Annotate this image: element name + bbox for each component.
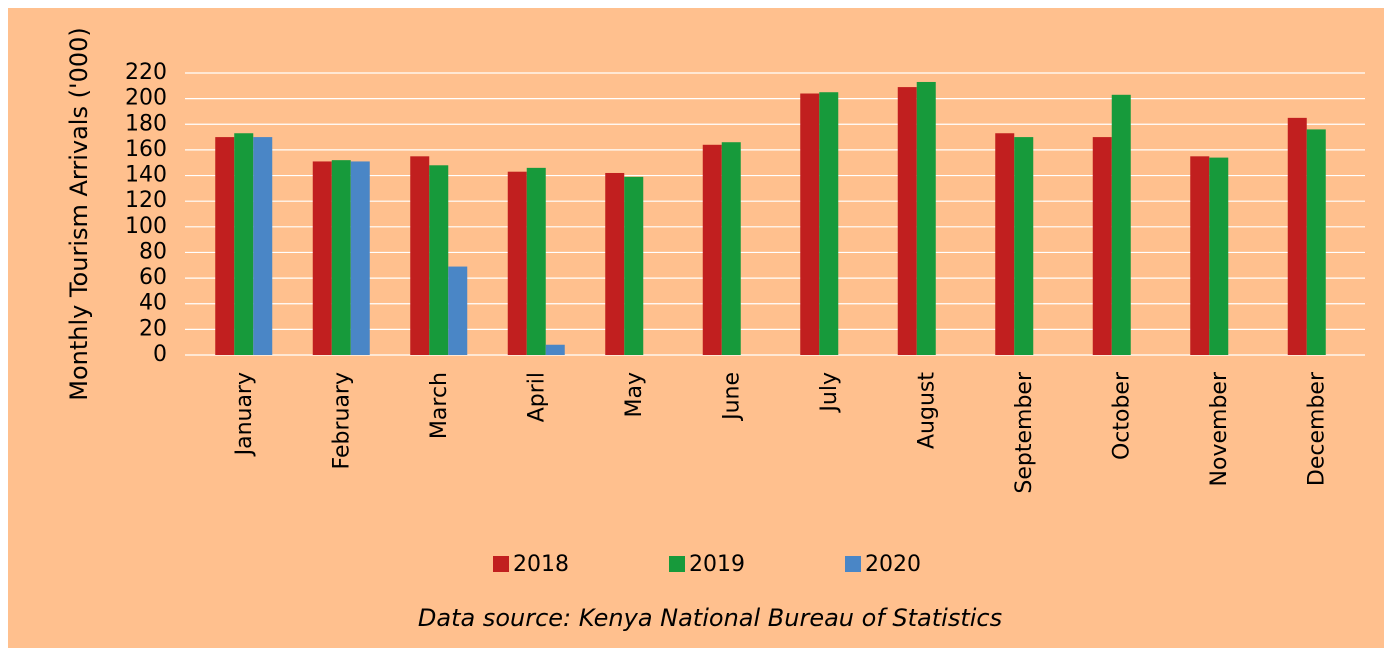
x-tick-label: September — [1012, 371, 1037, 494]
y-tick-label: 160 — [125, 137, 167, 162]
legend-swatch — [845, 556, 861, 572]
bar — [1190, 156, 1210, 355]
y-tick-label: 100 — [125, 214, 167, 239]
y-tick-label: 220 — [125, 60, 167, 85]
bar — [1111, 94, 1131, 356]
source-note: Data source: Kenya National Bureau of St… — [418, 604, 1002, 632]
legend-swatch — [669, 556, 685, 572]
x-tick-label: March — [427, 372, 452, 439]
bar — [215, 137, 235, 355]
bar — [1092, 137, 1112, 355]
bar — [1306, 129, 1326, 355]
x-tick-label: February — [329, 372, 354, 470]
bar — [995, 133, 1015, 355]
bar — [234, 133, 254, 355]
y-axis-label: Monthly Tourism Arrivals ('000) — [65, 27, 93, 401]
bar — [721, 142, 741, 355]
bar — [800, 93, 820, 355]
y-tick-label: 60 — [139, 265, 167, 290]
bar — [702, 144, 722, 355]
bar — [312, 161, 332, 355]
bar — [253, 137, 273, 355]
y-tick-label: 140 — [125, 163, 167, 188]
bar — [429, 165, 449, 355]
x-tick-label: November — [1207, 371, 1232, 486]
bar — [1287, 117, 1307, 355]
bar — [507, 171, 527, 355]
y-tick-label: 180 — [125, 111, 167, 136]
y-tick-label: 200 — [125, 86, 167, 111]
y-tick-label: 80 — [139, 239, 167, 264]
legend-label: 2019 — [689, 552, 745, 577]
legend-swatch — [493, 556, 509, 572]
bar — [350, 161, 370, 355]
x-tick-label: January — [232, 372, 257, 457]
x-tick-label: June — [719, 372, 744, 422]
y-tick-label: 0 — [153, 342, 167, 367]
y-tick-label: 120 — [125, 188, 167, 213]
bar — [624, 176, 644, 355]
bar — [1014, 137, 1034, 355]
bar — [526, 167, 546, 355]
x-tick-label: December — [1304, 371, 1329, 486]
bar — [605, 172, 625, 355]
legend-label: 2018 — [513, 552, 569, 577]
bar — [448, 266, 468, 355]
y-tick-label: 40 — [139, 291, 167, 316]
x-tick-label: April — [524, 372, 549, 422]
legend-label: 2020 — [865, 552, 921, 577]
bar — [1209, 157, 1229, 355]
bar — [410, 156, 430, 355]
x-tick-label: May — [622, 372, 647, 417]
bar — [545, 344, 565, 355]
bar — [331, 160, 351, 355]
y-tick-label: 20 — [139, 316, 167, 341]
x-tick-label: October — [1109, 371, 1134, 460]
bar — [916, 81, 936, 356]
x-tick-label: July — [817, 372, 842, 414]
bar — [819, 92, 839, 356]
x-tick-label: August — [914, 372, 939, 449]
bar — [897, 87, 917, 355]
